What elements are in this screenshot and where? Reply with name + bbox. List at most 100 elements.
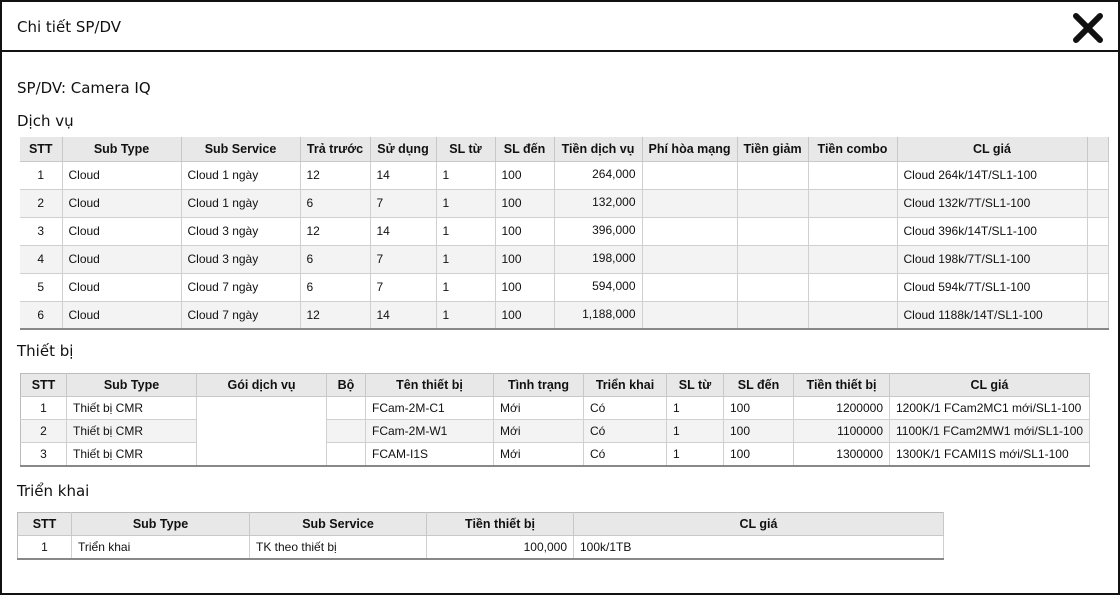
cell: Cloud [62, 245, 182, 274]
cell: 100 [723, 442, 794, 466]
cell: FCam-2M-C1 [365, 396, 494, 420]
table-row[interactable]: 1 Cloud Cloud 1 ngày 12 14 1 100 264,000… [20, 161, 1109, 190]
col-header[interactable]: Sub Service [249, 512, 427, 536]
cell-spacer [1087, 189, 1109, 218]
cell: Cloud [62, 217, 182, 246]
cell: FCam-2M-W1 [365, 419, 494, 443]
cell: 1 [436, 217, 496, 246]
col-header[interactable]: SL từ [666, 373, 724, 397]
col-header[interactable]: CL giá [897, 137, 1088, 162]
col-header[interactable]: STT [20, 137, 63, 162]
cell: 100k/1TB [573, 535, 944, 559]
col-header[interactable]: Trả trước [300, 137, 371, 162]
cell: 7 [370, 273, 437, 302]
cell: Có [583, 442, 667, 466]
col-header[interactable]: Tiền combo [808, 137, 898, 162]
table-row[interactable]: 6 Cloud Cloud 7 ngày 12 14 1 100 1,188,0… [20, 301, 1109, 330]
cell: 1,188,000 [554, 301, 643, 330]
product-name: SP/DV: Camera IQ [17, 79, 151, 97]
cell: Thiết bị CMR [66, 442, 197, 466]
cell: 100 [723, 419, 794, 443]
cell: 1200K/1 FCam2MC1 mới/SL1-100 [889, 396, 1090, 420]
cell [642, 161, 738, 190]
col-header[interactable]: Triển khai [583, 373, 667, 397]
cell: 264,000 [554, 161, 643, 190]
col-header[interactable]: Sử dụng [370, 137, 437, 162]
cell: 5 [20, 273, 63, 302]
col-header[interactable]: Tiền thiết bị [426, 512, 574, 536]
cell: 1200000 [793, 396, 890, 420]
cell: 1300K/1 FCAMI1S mới/SL1-100 [889, 442, 1090, 466]
col-header[interactable]: Bộ [326, 373, 366, 397]
cell: Cloud 3 ngày [181, 245, 301, 274]
cell: Mới [493, 396, 584, 420]
deploy-table: STT Sub Type Sub Service Tiền thiết bị C… [17, 512, 944, 560]
table-row[interactable]: 2 Thiết bị CMR FCam-2M-W1 Mới Có 1 100 1… [20, 419, 1090, 443]
table-row[interactable]: 1 Thiết bị CMR FCam-2M-C1 Mới Có 1 100 1… [20, 396, 1090, 466]
cell: 132,000 [554, 189, 643, 218]
cell: Cloud 264k/14T/SL1-100 [897, 161, 1088, 190]
col-header[interactable]: Tiền dịch vụ [554, 137, 643, 162]
cell: Cloud 1 ngày [181, 189, 301, 218]
cell: 6 [300, 273, 371, 302]
cell: 3 [20, 217, 63, 246]
cell: Cloud 7 ngày [181, 273, 301, 302]
cell: Cloud 396k/14T/SL1-100 [897, 217, 1088, 246]
col-header[interactable]: Sub Type [66, 373, 197, 397]
table-row[interactable]: 2 Cloud Cloud 1 ngày 6 7 1 100 132,000 C… [20, 189, 1109, 218]
cell: 6 [300, 189, 371, 218]
cell: 100,000 [426, 535, 574, 559]
col-header[interactable]: Sub Type [62, 137, 182, 162]
cell: 198,000 [554, 245, 643, 274]
table-row[interactable]: 3 Thiết bị CMR FCAM-I1S Mới Có 1 100 130… [20, 442, 1090, 466]
cell-spacer [1087, 301, 1109, 330]
col-header[interactable]: Phí hòa mạng [642, 137, 738, 162]
col-header[interactable]: STT [17, 512, 72, 536]
col-header[interactable]: Tiền giảm [737, 137, 809, 162]
cell [808, 273, 898, 302]
col-header[interactable]: SL từ [436, 137, 496, 162]
cell: 100 [495, 273, 555, 302]
cell [642, 273, 738, 302]
cell: Cloud 132k/7T/SL1-100 [897, 189, 1088, 218]
cell [642, 217, 738, 246]
cell: Cloud [62, 189, 182, 218]
col-header[interactable]: STT [20, 373, 67, 397]
col-header[interactable]: Tiền thiết bị [793, 373, 890, 397]
cell [737, 189, 809, 218]
cell [737, 273, 809, 302]
cell: 100 [495, 301, 555, 330]
cell: 1 [436, 245, 496, 274]
close-icon[interactable] [1072, 12, 1104, 44]
table-row[interactable]: 4 Cloud Cloud 3 ngày 6 7 1 100 198,000 C… [20, 245, 1109, 274]
cell: Thiết bị CMR [66, 396, 197, 420]
cell: 100 [495, 245, 555, 274]
col-header[interactable]: Tên thiết bị [365, 373, 494, 397]
table-row[interactable]: 1 Triển khai TK theo thiết bị 100,000 10… [17, 535, 944, 559]
col-header[interactable]: SL đến [723, 373, 794, 397]
cell [737, 301, 809, 330]
table-header-row: STT Sub Type Sub Service Tiền thiết bị C… [17, 512, 944, 536]
cell: 6 [300, 245, 371, 274]
table-row[interactable]: 5 Cloud Cloud 7 ngày 6 7 1 100 594,000 C… [20, 273, 1109, 302]
cell: 2 [20, 189, 63, 218]
cell-spacer [1087, 273, 1109, 302]
cell: 1 [666, 396, 724, 420]
cell [326, 419, 366, 443]
col-header[interactable]: Sub Type [71, 512, 250, 536]
cell: 1300000 [793, 442, 890, 466]
col-header[interactable]: SL đến [495, 137, 555, 162]
table-row[interactable]: 3 Cloud Cloud 3 ngày 12 14 1 100 396,000… [20, 217, 1109, 246]
cell [808, 161, 898, 190]
col-header[interactable]: Gói dịch vụ [196, 373, 327, 397]
cell: 7 [370, 245, 437, 274]
col-header[interactable]: Tình trạng [493, 373, 584, 397]
col-header[interactable]: CL giá [889, 373, 1090, 397]
cell: Cloud 7 ngày [181, 301, 301, 330]
col-header[interactable]: Sub Service [181, 137, 301, 162]
cell: 1 [436, 161, 496, 190]
col-header[interactable]: CL giá [573, 512, 944, 536]
cell [326, 396, 366, 420]
cell: 100 [495, 161, 555, 190]
cell: Mới [493, 419, 584, 443]
